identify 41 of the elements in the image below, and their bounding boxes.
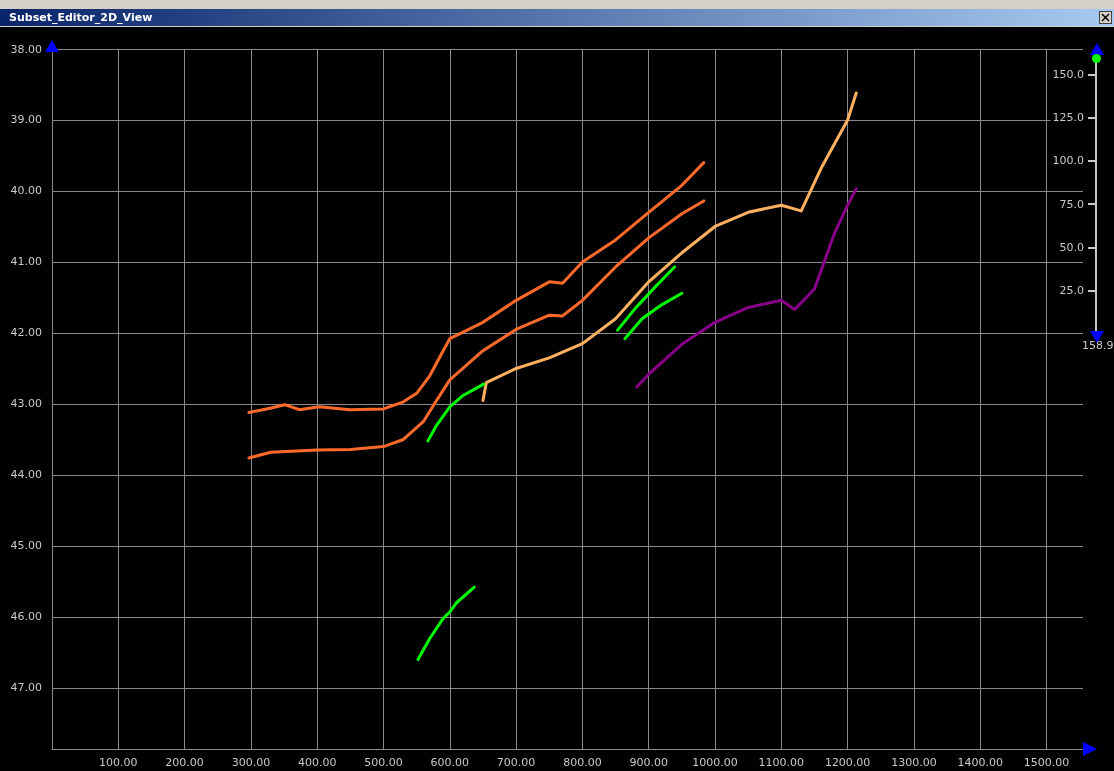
x-tick-label: 400.00 (297, 756, 337, 769)
line-series (481, 91, 858, 402)
line-series (623, 291, 684, 341)
x-tick-label: 200.00 (165, 756, 204, 769)
y-tick-label: 45.00 (10, 539, 42, 553)
line-series (635, 187, 858, 389)
y-tick-label: 44.00 (10, 468, 42, 482)
line-series (616, 265, 677, 332)
line-series (416, 585, 476, 662)
y2-tick-label: 100.0 (1052, 154, 1084, 168)
y2-tick-label: 25.0 (1059, 284, 1084, 298)
y-tick-label: 41.00 (10, 255, 42, 269)
line-series (426, 382, 486, 443)
x-tick-label: 800.00 (563, 756, 602, 769)
y2-tick-label: 50.0 (1059, 240, 1084, 254)
y-tick-label: 39.00 (10, 113, 42, 127)
y-tick-label: 43.00 (10, 397, 42, 411)
x-tick-label: 700.00 (496, 756, 536, 769)
y-tick-label: 46.00 (10, 610, 42, 624)
x-tick-label: 100.00 (99, 756, 138, 769)
x-tick-label: 1500.00 (1023, 756, 1070, 769)
x-tick-label: 1300.00 (891, 756, 937, 769)
y-tick-label: 40.00 (10, 184, 42, 198)
annotation: 158.9 (1082, 339, 1114, 352)
x-tick-label: 1200.00 (824, 756, 871, 769)
line-series (247, 161, 706, 414)
x-tick-label: 500.00 (364, 756, 403, 769)
y2-tick-label: 125.0 (1052, 111, 1084, 125)
line-series (247, 199, 706, 460)
x-tick-label: 300.00 (231, 756, 271, 769)
y-tick-label: 47.00 (10, 681, 42, 695)
chart-title: Subset_Editor_2D_View (0, 9, 1114, 26)
x-tick-label: 1100.00 (758, 756, 805, 769)
y2-tick-label: 150.0 (1052, 67, 1084, 81)
y-tick-label: 42.00 (10, 326, 42, 340)
x-tick-label: 1000.00 (692, 756, 738, 769)
y-tick-label: 38.00 (10, 42, 42, 56)
x-tick-label: 1400.00 (957, 756, 1003, 769)
y2-tick-label: 75.0 (1059, 197, 1084, 211)
x-tick-label: 900.00 (629, 756, 668, 769)
x-tick-label: 600.00 (430, 756, 470, 769)
